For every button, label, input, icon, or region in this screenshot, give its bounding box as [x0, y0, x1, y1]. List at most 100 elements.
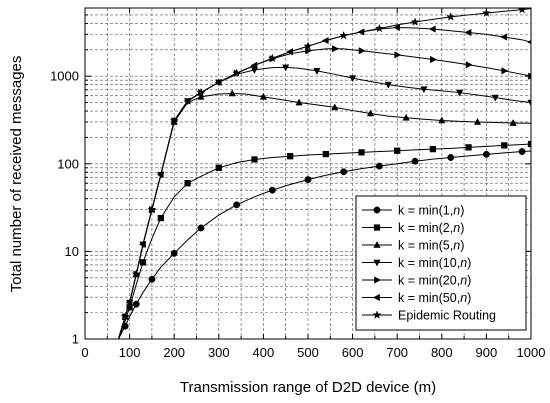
series-1-point [148, 275, 156, 283]
legend-label: k = min(2,n) [398, 221, 464, 235]
series-3-point [402, 113, 410, 121]
series-4-point [456, 89, 464, 97]
series-7-point [131, 269, 141, 278]
series-2-point [215, 164, 222, 171]
legend-label: k = min(10,n) [398, 256, 471, 270]
series-2-point [139, 259, 147, 266]
series-5-point [358, 47, 366, 55]
series-3-point [509, 118, 517, 126]
legend-marker [373, 206, 381, 214]
legend-item: k = min(50,n) [362, 291, 471, 305]
legend-label: k = min(5,n) [398, 239, 464, 253]
series-5-point [430, 55, 437, 64]
series-1-point [340, 168, 348, 176]
legend-label: k = min(50,n) [398, 291, 471, 305]
x-tick-label: 200 [163, 345, 185, 360]
series-4-point [384, 81, 392, 89]
series-7-point [147, 204, 157, 214]
series-6-point [138, 240, 146, 249]
series-2-point [322, 150, 329, 158]
series-7-point [339, 30, 349, 40]
series-6-point [286, 48, 293, 56]
series-3-point [366, 109, 375, 117]
series-5-point [465, 61, 473, 69]
series-5-point [501, 67, 509, 75]
x-tick-label: 500 [297, 345, 319, 360]
series-6-point [500, 33, 508, 41]
series-5-point [305, 47, 313, 55]
series-6-point [321, 36, 329, 45]
series-4-point [491, 94, 499, 102]
x-tick-label: 700 [386, 345, 408, 360]
legend-marker [373, 240, 381, 248]
legend: k = min(1,n) k = min(2,n) k = min(5,n) k = … [355, 195, 527, 331]
series-2-point [358, 149, 365, 156]
series-1-point [121, 322, 129, 330]
x-axis-title: Transmission range of D2D device (m) [180, 379, 436, 396]
series-6-point [464, 28, 472, 37]
series-1-point [375, 162, 383, 170]
legend-label: Epidemic Routing [398, 309, 496, 323]
series-7-point [267, 53, 277, 63]
series-7-point [196, 87, 206, 97]
series-7-point [120, 311, 130, 321]
series-6-point [250, 61, 258, 69]
series-1-point [482, 150, 490, 158]
axis-ticks [84, 8, 532, 340]
legend-item: k = min(2,n) [362, 221, 464, 235]
x-tick-label: 800 [431, 345, 453, 360]
y-tick-label: 100 [57, 156, 79, 171]
series-7-point [303, 41, 313, 51]
legend-marker [372, 310, 382, 319]
y-tick-labels: 1 10 100 1000 [50, 69, 79, 347]
series-4-point [313, 68, 321, 75]
series-2-point [501, 142, 508, 149]
legend-label: k = min(20,n) [398, 274, 471, 288]
x-tick-label: 600 [342, 345, 364, 360]
series-3-point [438, 116, 446, 124]
x-tick-label: 400 [253, 345, 275, 360]
legend-marker [373, 224, 381, 231]
series-3-point [331, 103, 339, 111]
legend-marker [374, 276, 382, 284]
y-axis-title: Total number of received messages [8, 56, 25, 293]
series-1-point [170, 249, 178, 257]
series-1-point [411, 157, 419, 165]
series-2-point [287, 153, 294, 160]
series-1-point [197, 224, 205, 232]
series-7-point [374, 23, 384, 33]
series-4-point [348, 75, 357, 83]
series-1-point [447, 154, 455, 161]
series-4-point [420, 86, 428, 94]
legend-item: k = min(5,n) [362, 239, 464, 253]
series-6-point [156, 171, 164, 179]
x-tick-label: 0 [81, 345, 88, 360]
y-tick-label: 1 [72, 332, 79, 347]
x-tick-label: 900 [476, 345, 498, 360]
legend-marker [372, 293, 380, 302]
series-6-point [357, 28, 365, 36]
series-1-point [268, 186, 276, 194]
x-tick-label: 300 [208, 345, 230, 360]
x-tick-label: 1000 [517, 345, 546, 360]
series-7-point [169, 115, 179, 125]
series-6-point [214, 78, 222, 86]
legend-item: Epidemic Routing [362, 309, 496, 323]
series-6-point [125, 299, 133, 307]
legend-item: k = min(10,n) [362, 256, 471, 270]
series-2-point [157, 214, 164, 222]
series-5-point [331, 45, 339, 53]
series-1-point [132, 300, 140, 308]
legend-item: k = min(1,n) [362, 204, 464, 218]
series-3-point [473, 117, 482, 125]
x-tick-labels: 0 100 200 300 400 500 600 700 800 900 1000 [81, 345, 545, 360]
series-1-point [233, 201, 241, 209]
y-tick-label: 10 [65, 244, 79, 259]
series-2-point [251, 156, 258, 163]
series-1-point [518, 148, 526, 155]
y-tick-label: 1000 [50, 69, 79, 84]
series-4-point [527, 99, 531, 107]
series-3-point [259, 92, 268, 100]
series-2-line [117, 143, 531, 339]
series-3-point [295, 98, 303, 106]
